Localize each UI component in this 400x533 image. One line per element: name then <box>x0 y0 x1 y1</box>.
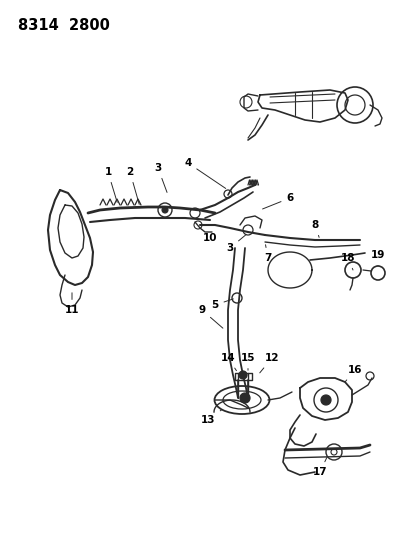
Text: 15: 15 <box>241 353 255 370</box>
Text: 19: 19 <box>371 250 385 266</box>
Text: 9: 9 <box>198 305 223 328</box>
Text: 1: 1 <box>104 167 117 203</box>
Text: 8: 8 <box>311 220 319 237</box>
Text: 6: 6 <box>262 193 294 209</box>
Text: 16: 16 <box>345 365 362 382</box>
Text: 3: 3 <box>154 163 167 192</box>
Circle shape <box>240 393 250 403</box>
Text: 13: 13 <box>201 410 222 425</box>
Circle shape <box>321 395 331 405</box>
Text: 12: 12 <box>260 353 279 373</box>
Text: 17: 17 <box>313 457 327 477</box>
Text: 3: 3 <box>226 235 246 253</box>
Circle shape <box>162 207 168 213</box>
Text: 8314  2800: 8314 2800 <box>18 18 110 33</box>
Text: 18: 18 <box>341 253 355 270</box>
Text: 5: 5 <box>211 299 233 310</box>
Text: 2: 2 <box>126 167 139 204</box>
Text: 4: 4 <box>184 158 226 189</box>
Text: 7: 7 <box>264 245 272 263</box>
Text: 11: 11 <box>65 293 79 315</box>
Circle shape <box>239 371 247 379</box>
Text: 10: 10 <box>200 228 217 243</box>
Text: 14: 14 <box>221 353 236 370</box>
